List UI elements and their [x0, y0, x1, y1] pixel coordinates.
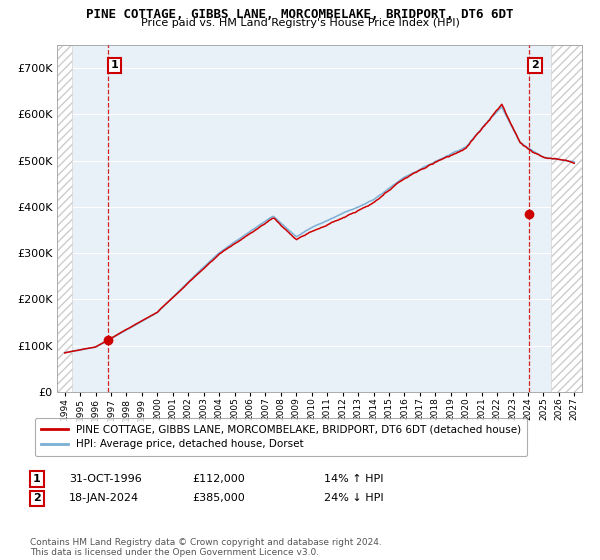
Text: £112,000: £112,000 [192, 474, 245, 484]
Text: 2: 2 [33, 493, 41, 503]
Bar [57, 45, 73, 392]
Text: 18-JAN-2024: 18-JAN-2024 [69, 493, 139, 503]
Text: 2: 2 [531, 60, 539, 71]
Text: 31-OCT-1996: 31-OCT-1996 [69, 474, 142, 484]
Text: PINE COTTAGE, GIBBS LANE, MORCOMBELAKE, BRIDPORT, DT6 6DT: PINE COTTAGE, GIBBS LANE, MORCOMBELAKE, … [86, 8, 514, 21]
Text: £385,000: £385,000 [192, 493, 245, 503]
Text: 24% ↓ HPI: 24% ↓ HPI [324, 493, 383, 503]
Legend: PINE COTTAGE, GIBBS LANE, MORCOMBELAKE, BRIDPORT, DT6 6DT (detached house), HPI:: PINE COTTAGE, GIBBS LANE, MORCOMBELAKE, … [35, 418, 527, 456]
Bar [551, 45, 582, 392]
Text: 14% ↑ HPI: 14% ↑ HPI [324, 474, 383, 484]
Text: Price paid vs. HM Land Registry's House Price Index (HPI): Price paid vs. HM Land Registry's House … [140, 18, 460, 29]
Text: Contains HM Land Registry data © Crown copyright and database right 2024.
This d: Contains HM Land Registry data © Crown c… [30, 538, 382, 557]
Text: 1: 1 [111, 60, 118, 71]
Text: 1: 1 [33, 474, 41, 484]
